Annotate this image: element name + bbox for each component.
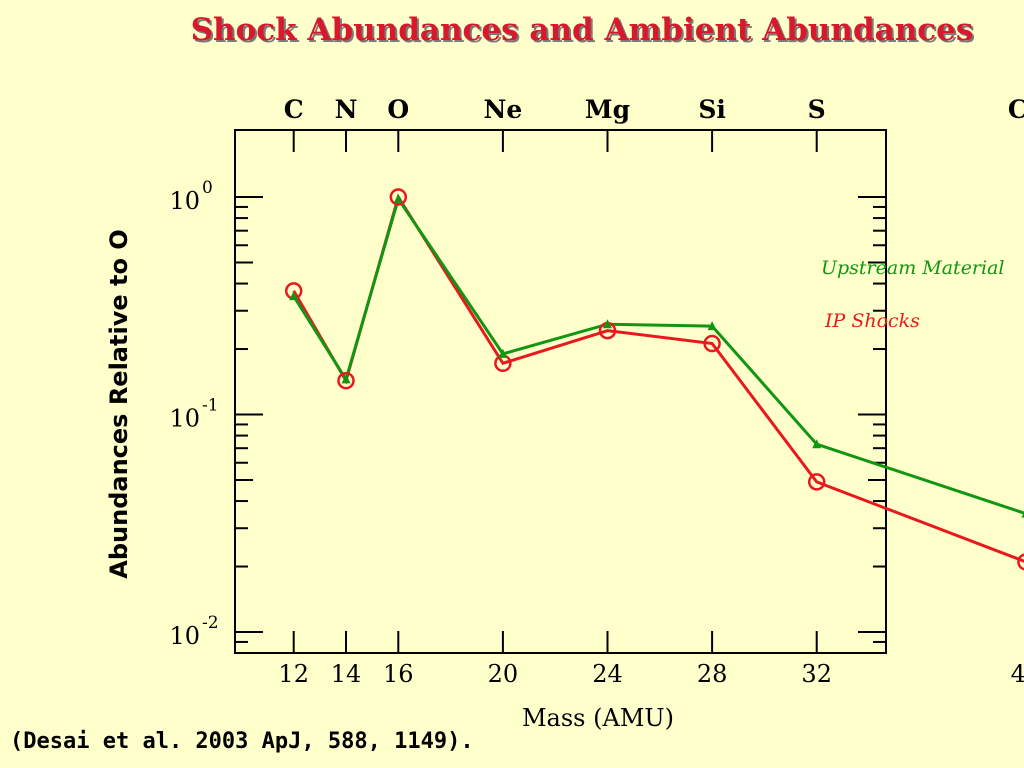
data-point: [337, 371, 355, 390]
data-point: [807, 473, 826, 491]
data-point: [341, 374, 351, 384]
x-tick-label: 40: [1011, 660, 1024, 688]
element-label: Mg: [585, 95, 630, 124]
x-tick-label: 20: [488, 660, 519, 688]
y-tick-exponent: 0: [202, 178, 213, 198]
legend-ip-shocks: IP Shocks: [824, 310, 920, 332]
element-label: S: [808, 95, 826, 124]
element-label: O: [387, 95, 409, 124]
x-tick-label: 14: [331, 660, 362, 688]
element-label: Ca: [1008, 95, 1024, 124]
data-point: [389, 188, 408, 206]
y-tick-exponent: -2: [202, 613, 219, 633]
data-point: [498, 348, 508, 358]
y-tick-exponent: -1: [202, 396, 219, 416]
data-point: [1021, 512, 1024, 518]
data-point: [812, 439, 822, 449]
element-label: N: [335, 95, 358, 124]
x-tick-label: 16: [383, 660, 414, 688]
x-tick-label: 24: [592, 660, 623, 688]
x-tick-label: 32: [801, 660, 832, 688]
y-tick-label: 10: [169, 187, 200, 215]
legend: Upstream Material IP Shocks: [821, 257, 1005, 332]
x-tick-label: 28: [697, 660, 728, 688]
element-labels: CNONeMgSiSCaFe: [284, 95, 1024, 124]
data-point: [289, 291, 299, 301]
data-point: [707, 321, 717, 331]
legend-upstream-material: Upstream Material: [821, 257, 1005, 279]
citation: (Desai et al. 2003 ApJ, 588, 1149).: [10, 729, 474, 754]
element-label: Ne: [484, 95, 523, 124]
plot-frame: [234, 129, 887, 654]
series-layer: [284, 188, 1024, 571]
axis-ticks: [235, 130, 886, 653]
y-axis-label: Abundances Relative to O: [105, 229, 133, 578]
data-point: [393, 193, 403, 203]
chart-title: Shock Abundances and Ambient Abundances: [190, 12, 974, 48]
x-tick-labels: 121416202428324056: [278, 660, 1024, 688]
y-tick-label: 10: [169, 622, 200, 650]
y-tick-label: 10: [169, 405, 200, 433]
data-point: [603, 319, 612, 329]
series-line: [292, 195, 1024, 515]
data-point: [1017, 553, 1024, 571]
element-label: Si: [698, 95, 726, 124]
element-label: C: [284, 95, 304, 124]
x-tick-label: 12: [278, 660, 309, 688]
x-axis-label: Mass (AMU): [522, 704, 674, 732]
data-point: [703, 334, 721, 353]
series-line: [292, 193, 1024, 563]
